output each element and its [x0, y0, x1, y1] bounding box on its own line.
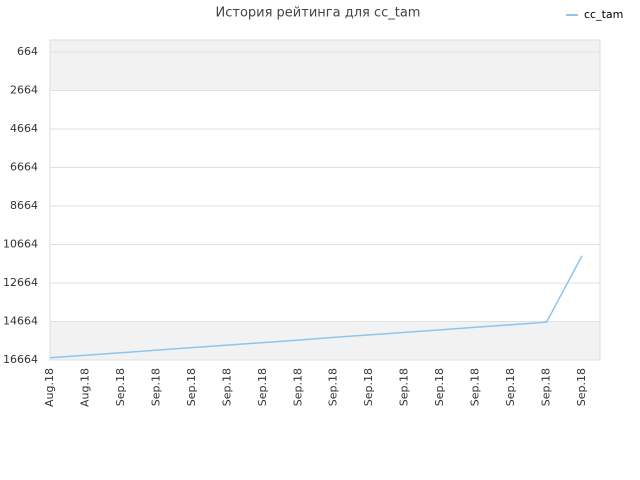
x-tick-label: Sep.18	[256, 368, 269, 406]
y-tick-label: 12664	[3, 276, 38, 289]
band	[50, 167, 600, 207]
x-tick-label: Sep.18	[398, 368, 411, 406]
x-tick-label: Aug.18	[78, 368, 91, 407]
band	[50, 52, 600, 91]
x-tick-label: Sep.18	[362, 368, 375, 406]
y-tick-label: 10664	[3, 238, 38, 251]
y-tick-label: 664	[17, 45, 38, 58]
band	[50, 321, 600, 360]
chart-title: История рейтинга для cc_tam	[216, 6, 421, 21]
band	[50, 90, 600, 130]
x-tick-label: Sep.18	[575, 368, 588, 406]
x-tick-label: Sep.18	[433, 368, 446, 406]
band	[50, 40, 600, 53]
series-line	[49, 255, 583, 359]
band	[50, 244, 600, 284]
x-tick-label: Sep.18	[504, 368, 517, 406]
y-tick-label: 6664	[10, 161, 38, 174]
x-tick-label: Sep.18	[327, 368, 340, 406]
x-tick-label: Sep.18	[149, 368, 162, 406]
x-tick-label: Sep.18	[291, 368, 304, 406]
x-tick-label: Aug.18	[43, 368, 56, 407]
x-tick-label: Sep.18	[114, 368, 127, 406]
x-tick-label: Sep.18	[469, 368, 482, 406]
y-tick-label: 8664	[10, 199, 38, 212]
y-tick-label: 4664	[10, 122, 38, 135]
x-tick-label: Sep.18	[185, 368, 198, 406]
y-tick-label: 14664	[3, 315, 38, 328]
x-tick-label: Sep.18	[540, 368, 553, 406]
y-tick-label: 16664	[3, 353, 38, 366]
legend-label: cc_tam	[584, 8, 623, 21]
x-tick-label: Sep.18	[220, 368, 233, 406]
y-tick-label: 2664	[10, 84, 38, 97]
